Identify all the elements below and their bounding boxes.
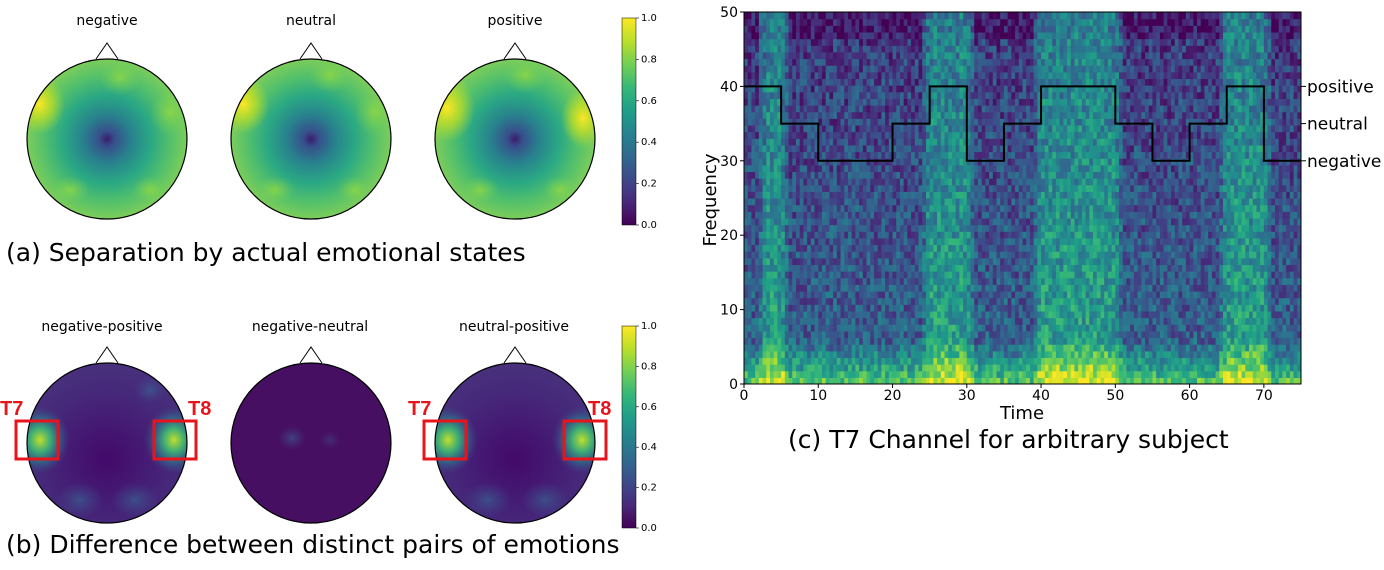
colorbar-tick-label: 1.0 — [641, 13, 657, 24]
x-tick-label: 30 — [958, 388, 976, 404]
topomap-neutral: neutral — [230, 13, 392, 220]
subplot-title: neutral-positive — [459, 319, 569, 335]
panel-c: 0 10 20 30 40 50 60 70 0 10 20 30 40 50 Time Frequenc… — [700, 5, 1381, 424]
t7-label: T7 — [0, 398, 23, 420]
colorbar-b: 0.0 0.2 0.4 0.6 0.8 1.0 — [621, 321, 657, 534]
panel-b: negative-positive negative-neutral — [0, 319, 657, 534]
nose-marker — [503, 346, 527, 364]
head-outline — [434, 362, 596, 524]
topomap-positive: positive — [434, 13, 596, 220]
nose-marker — [503, 42, 527, 60]
nose-marker — [299, 42, 323, 60]
nose-marker — [299, 346, 323, 364]
y-tick-label: 10 — [720, 303, 738, 319]
subplot-title: negative-neutral — [252, 319, 368, 335]
colorbar-tick-label: 0.2 — [641, 179, 657, 190]
y-tick-label: 0 — [729, 377, 738, 393]
emotion-label-line — [744, 85, 1301, 162]
t7-box — [14, 419, 60, 461]
y-tick-label: 50 — [720, 5, 738, 21]
y-tick-label: 30 — [720, 154, 738, 170]
topomap-negative-positive: negative-positive — [26, 319, 188, 524]
colorbar-tick-label: 0.6 — [641, 96, 657, 107]
topomap-negative-neutral: negative-neutral — [230, 319, 392, 524]
colorbar-tick-label: 0.4 — [641, 137, 657, 148]
head-outline — [26, 58, 188, 220]
spectrogram — [744, 12, 1301, 384]
t7-label: T7 — [408, 398, 431, 420]
colorbar-tick-label: 0.2 — [641, 483, 657, 494]
colorbar-tick-label: 0.8 — [641, 361, 657, 372]
head-outline — [230, 58, 392, 220]
x-tick-label: 40 — [1032, 388, 1050, 404]
head-outline — [26, 362, 188, 524]
subplot-title: positive — [488, 13, 543, 29]
x-axis-label: Time — [999, 403, 1044, 424]
y-axis-label: Frequency — [700, 153, 721, 246]
t8-label: T8 — [588, 398, 611, 420]
x-tick-label: 20 — [884, 388, 902, 404]
caption-b: (b) Difference between distinct pairs of… — [6, 530, 620, 559]
channel-highlights: T7 T8 T7 T8 — [0, 398, 611, 461]
plot-frame — [743, 11, 1302, 385]
caption-a: (a) Separation by actual emotional state… — [6, 238, 526, 267]
nose-marker — [95, 42, 119, 60]
colorbar-tick-label: 0.0 — [641, 523, 657, 534]
subplot-title: neutral — [286, 13, 336, 29]
x-tick-label: 60 — [1181, 388, 1199, 404]
level-label-negative: negative — [1307, 152, 1381, 172]
head-outline — [434, 58, 596, 220]
nose-marker — [95, 346, 119, 364]
t7-box — [422, 419, 468, 461]
colorbar-tick-label: 0.8 — [641, 54, 657, 65]
t8-label: T8 — [188, 398, 211, 420]
level-label-positive: positive — [1307, 77, 1374, 97]
x-tick-label: 10 — [809, 388, 827, 404]
colorbar-tick-label: 1.0 — [641, 321, 657, 332]
y-tick-label: 40 — [720, 79, 738, 95]
head-outline — [230, 362, 392, 524]
subplot-title: negative-positive — [41, 319, 162, 335]
colorbar-tick-label: 0.6 — [641, 402, 657, 413]
t8-box — [562, 419, 608, 461]
colorbar-tick-label: 0.4 — [641, 442, 657, 453]
topomap-neutral-positive: neutral-positive — [434, 319, 596, 524]
y-tick-label: 20 — [720, 228, 738, 244]
colorbar-a: 0.0 0.2 0.4 0.6 0.8 1.0 — [621, 13, 657, 231]
topomap-negative: negative — [26, 13, 188, 220]
x-tick-label: 70 — [1255, 388, 1273, 404]
t8-box — [152, 419, 198, 461]
x-tick-label: 0 — [740, 388, 749, 404]
panel-a: negative neutral — [26, 13, 657, 231]
subplot-title: negative — [76, 13, 137, 29]
x-tick-label: 50 — [1106, 388, 1124, 404]
colorbar-tick-label: 0.0 — [641, 220, 657, 231]
level-label-neutral: neutral — [1307, 115, 1368, 135]
caption-c: (c) T7 Channel for arbitrary subject — [788, 425, 1229, 454]
